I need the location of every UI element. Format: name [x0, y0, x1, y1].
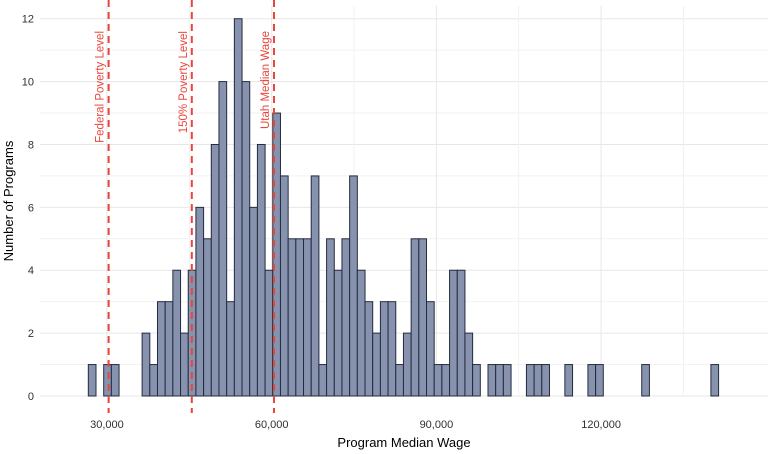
histogram-bar [156, 301, 166, 397]
histogram-bar [349, 175, 358, 397]
histogram-bar [226, 301, 235, 397]
histogram-bar [141, 332, 151, 397]
histogram-bar [249, 206, 258, 397]
histogram-bar [426, 301, 435, 397]
histogram-bar [587, 364, 597, 397]
histogram-bar [456, 269, 466, 397]
histogram-bar [210, 143, 220, 397]
y-tick-label: 0 [28, 391, 34, 403]
histogram-bar [372, 332, 381, 397]
histogram-bar [402, 332, 412, 397]
histogram-bar [533, 364, 543, 397]
histogram-bar [303, 238, 312, 397]
y-tick-label: 8 [28, 139, 34, 151]
histogram-bar [356, 269, 366, 397]
x-tick-label: 120,000 [581, 419, 621, 431]
histogram-bar [203, 238, 212, 397]
histogram-bar [464, 332, 474, 397]
histogram-bar [541, 364, 550, 397]
histogram-bar [502, 364, 512, 397]
tick-labels: 0 2 4 6 8 10 12 30,000 60,000 90,000 120,000 [22, 14, 621, 431]
reference-lines: Federal Poverty Level 150% Poverty Level U… [95, 0, 275, 413]
histogram-bar [441, 364, 451, 397]
histogram-bar [449, 269, 458, 397]
histogram-bar [195, 206, 205, 397]
histogram-bar [595, 364, 604, 397]
histogram-bar [387, 301, 397, 397]
x-axis-title: Program Median Wage [337, 435, 470, 450]
histogram-bar [710, 364, 720, 397]
histogram-bar [410, 238, 420, 397]
histogram-bar [295, 238, 305, 397]
histogram-bar [318, 364, 328, 397]
reference-line-label: 150% Poverty Level [178, 31, 190, 133]
histogram-bar [149, 364, 158, 397]
histogram-bar [472, 364, 481, 397]
histogram-bar [379, 301, 389, 397]
histogram-bar [180, 332, 189, 397]
y-axis-title: Number of Programs [1, 140, 16, 261]
x-tick-label: 90,000 [420, 419, 454, 431]
histogram-bar [395, 364, 404, 397]
histogram-bar [256, 143, 266, 397]
histogram-bar [218, 81, 228, 397]
histogram-bar [264, 269, 274, 397]
histogram-bar [241, 81, 251, 397]
y-tick-label: 4 [28, 265, 34, 277]
histogram-bar [364, 301, 374, 397]
histogram-bar [433, 364, 443, 397]
histogram-bar [103, 364, 112, 397]
y-tick-label: 2 [28, 328, 34, 340]
histogram-bar [310, 175, 320, 397]
histogram-bar [641, 364, 650, 397]
histogram-bar [333, 269, 343, 397]
reference-line-label: Utah Median Wage [260, 31, 272, 129]
histogram-bars [87, 18, 720, 397]
histogram-bar [487, 364, 497, 397]
y-tick-label: 6 [28, 202, 34, 214]
histogram-bar [341, 238, 351, 397]
reference-line-label: Federal Poverty Level [95, 31, 107, 143]
histogram-bar [233, 18, 243, 397]
histogram-bar [525, 364, 535, 397]
histogram-bar [287, 238, 297, 397]
histogram-bar [326, 238, 335, 397]
y-tick-label: 10 [22, 77, 34, 89]
histogram-bar [279, 175, 289, 397]
histogram-bar [418, 238, 428, 397]
histogram-bar [172, 269, 182, 397]
histogram-bar [87, 364, 97, 397]
y-tick-label: 12 [22, 14, 34, 26]
x-tick-label: 30,000 [90, 419, 124, 431]
histogram-bar [564, 364, 574, 397]
histogram-bar [495, 364, 504, 397]
histogram-bar [110, 364, 120, 397]
histogram-bar [164, 301, 174, 397]
x-tick-label: 60,000 [255, 419, 289, 431]
